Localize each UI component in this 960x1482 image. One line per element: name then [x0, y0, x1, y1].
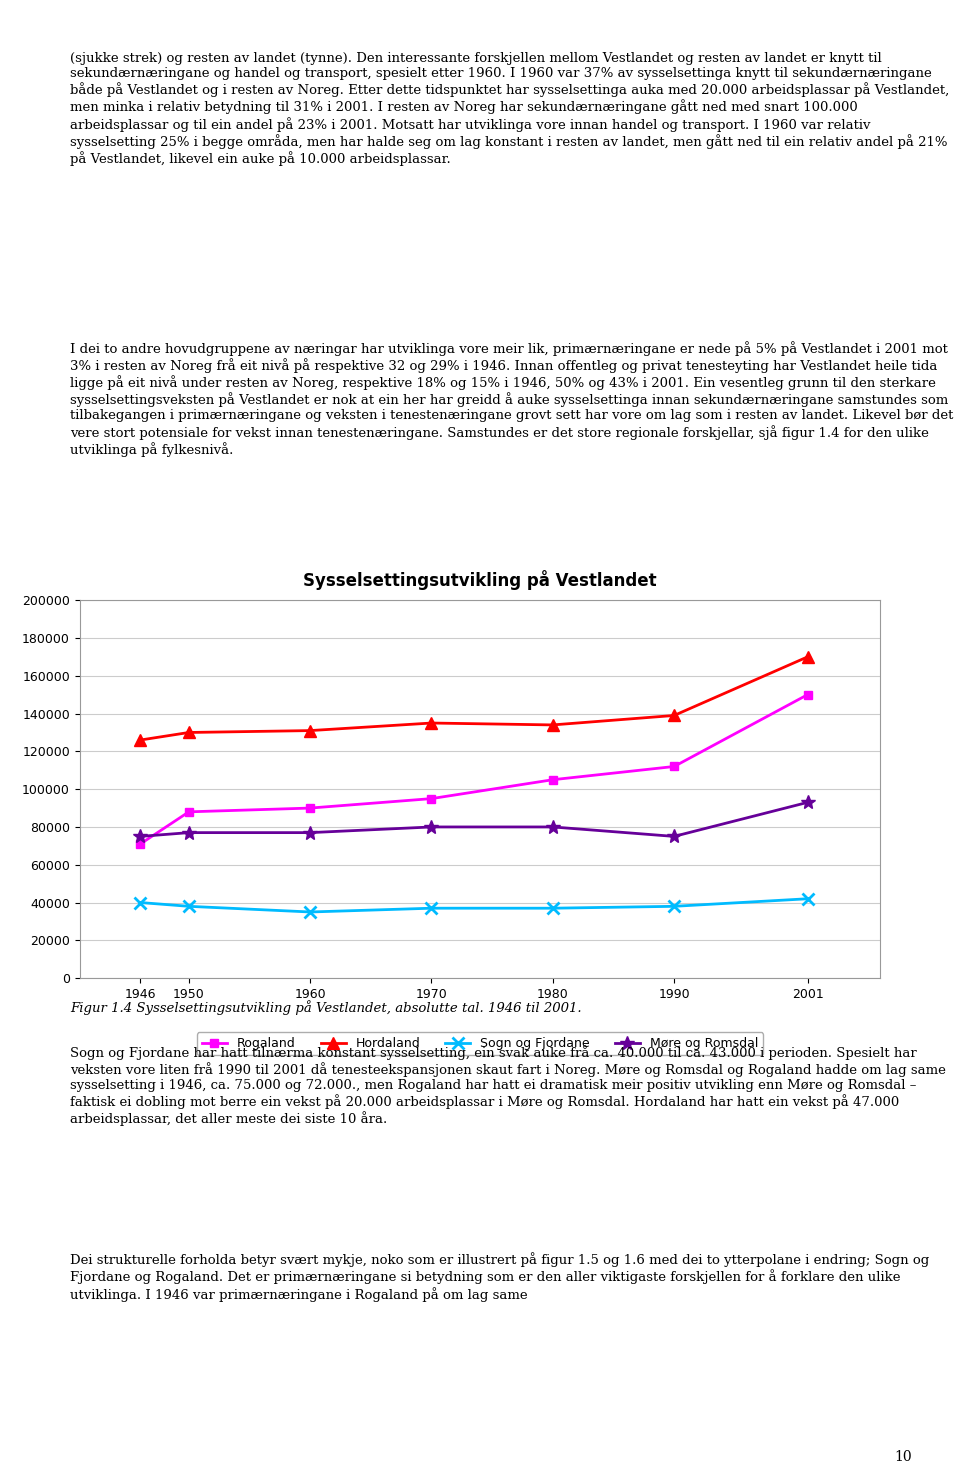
Text: 10: 10	[895, 1451, 912, 1464]
Text: Sogn og Fjordane har hatt tilnærma konstant sysselsetting, ein svak auke frå ca.: Sogn og Fjordane har hatt tilnærma konst…	[70, 1045, 946, 1126]
Title: Sysselsettingsutvikling på Vestlandet: Sysselsettingsutvikling på Vestlandet	[303, 571, 657, 590]
Text: Dei strukturelle forholda betyr svært mykje, noko som er illustrert på figur 1.5: Dei strukturelle forholda betyr svært my…	[70, 1252, 929, 1301]
Text: Figur 1.4 Sysselsettingsutvikling på Vestlandet, absolutte tal. 1946 til 2001.: Figur 1.4 Sysselsettingsutvikling på Ves…	[70, 1000, 582, 1015]
Text: I dei to andre hovudgruppene av næringar har utviklinga vore meir lik, primærnær: I dei to andre hovudgruppene av næringar…	[70, 341, 953, 456]
Legend: Rogaland, Hordaland, Sogn og Fjordane, Møre og Romsdal: Rogaland, Hordaland, Sogn og Fjordane, M…	[197, 1031, 763, 1055]
Text: (sjukke strek) og resten av landet (tynne). Den interessante forskjellen mellom : (sjukke strek) og resten av landet (tynn…	[70, 52, 949, 166]
